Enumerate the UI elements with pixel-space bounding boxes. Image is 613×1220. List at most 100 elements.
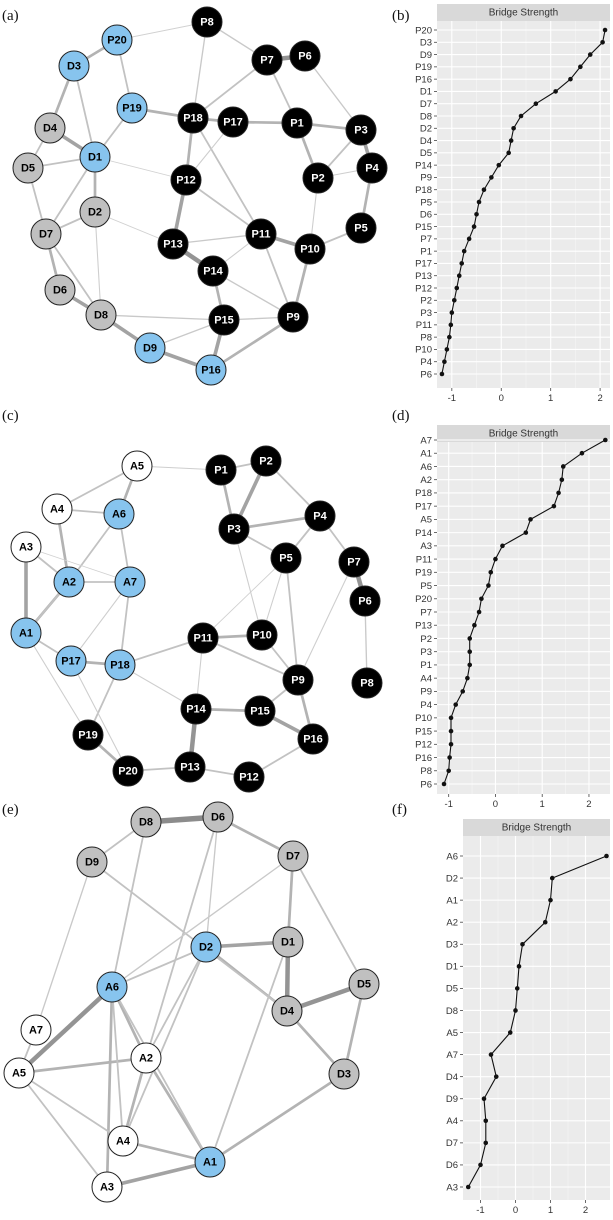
node-label-D3: D3 (337, 1069, 351, 1081)
edge-D7-D5 (292, 855, 365, 985)
data-point-f-D6 (478, 1162, 483, 1168)
node-label-A7: A7 (123, 577, 137, 589)
node-circle-P4 (356, 152, 388, 184)
node-label-A5: A5 (130, 461, 144, 473)
tick-label-x-d: -1 (444, 799, 452, 810)
node-P2: P2 (302, 162, 334, 194)
edge-A6-A1 (111, 986, 211, 1163)
category-label-f-A4: A4 (446, 1116, 458, 1127)
data-point-b-P2 (452, 297, 457, 303)
node-P1: P1 (281, 107, 313, 139)
edge-A1-P19 (25, 632, 89, 736)
category-label-f-A1: A1 (446, 895, 458, 906)
node-circle-A7 (114, 566, 146, 598)
category-label-d-A2: A2 (420, 475, 432, 486)
node-P5: P5 (345, 212, 377, 244)
node-A3: A3 (91, 1171, 123, 1203)
category-label-d-P17: P17 (415, 501, 432, 512)
node-D8: D8 (85, 299, 117, 331)
data-point-b-P13 (456, 273, 462, 279)
node-label-P19: P19 (78, 730, 98, 742)
series-line-f (467, 855, 607, 1188)
data-point-b-D8 (518, 113, 524, 119)
edge-P18-P11 (192, 117, 262, 235)
edge-D8-P15 (100, 314, 225, 321)
node-label-P8: P8 (200, 17, 213, 29)
node-circle-P9 (282, 664, 314, 696)
node-circle-A5 (121, 450, 153, 482)
edge-D9-D4 (91, 861, 288, 1012)
node-label-D5: D5 (21, 163, 35, 175)
node-circle-A4 (107, 1125, 139, 1157)
data-point-b-D6 (474, 211, 479, 217)
node-P9: P9 (277, 301, 309, 333)
node-circle-D5 (348, 968, 380, 1000)
node-P3: P3 (345, 114, 377, 146)
node-circle-P14 (180, 693, 212, 725)
category-label-b-P1: P1 (420, 246, 432, 257)
node-P1: P1 (205, 454, 237, 486)
node-label-P7: P7 (260, 55, 273, 67)
node-A2: A2 (53, 566, 85, 598)
node-label-D8: D8 (94, 310, 108, 322)
node-circle-P15 (208, 304, 240, 336)
category-label-b-D1: D1 (420, 87, 432, 98)
category-label-d-A6: A6 (420, 462, 432, 473)
edge-P20-P17 (70, 660, 129, 772)
node-label-D4: D4 (280, 1006, 295, 1018)
data-point-f-A5 (507, 1030, 513, 1035)
node-circle-A7 (20, 1014, 52, 1046)
node-circle-P10 (294, 233, 326, 265)
data-point-b-D5 (506, 150, 511, 156)
node-circle-P1 (281, 107, 313, 139)
category-label-d-A7: A7 (420, 435, 432, 446)
category-label-b-D4: D4 (420, 136, 432, 147)
node-label-D3: D3 (67, 61, 81, 73)
node-P4: P4 (304, 500, 336, 532)
data-point-d-P11 (493, 556, 498, 562)
edge-D8-A6 (111, 821, 147, 988)
node-circle-A5 (3, 1057, 35, 1089)
category-label-b-P20: P20 (415, 25, 432, 36)
category-label-d-P11: P11 (416, 554, 432, 565)
node-P17: P17 (217, 106, 249, 138)
edge-P17-A7 (70, 581, 131, 662)
network-a: P20 D3 P8 P7 P6 D4 P19 P18 P17 P1 P3 D5 D1 P2 P4 P12 D2 D… (12, 6, 388, 386)
node-circle-A6 (103, 498, 135, 530)
data-point-b-P11 (448, 322, 454, 328)
node-circle-P13 (174, 751, 206, 783)
node-D5: D5 (12, 152, 44, 184)
node-P9: P9 (282, 664, 314, 696)
bridge-strength-chart-d: Bridge Strength -1 0 1 2 A7 A1 A6 A2 P18 P17 A5 P14 A… (415, 425, 610, 810)
node-D1: D1 (79, 141, 111, 173)
category-label-b-P12: P12 (415, 283, 432, 294)
tick-label-x-b: 0 (499, 393, 504, 404)
edge-P7-P9 (297, 561, 355, 681)
node-A5: A5 (121, 450, 153, 482)
category-label-b-P17: P17 (415, 259, 432, 270)
node-label-P15: P15 (250, 706, 270, 718)
node-label-A5: A5 (12, 1068, 26, 1080)
data-point-f-A7 (488, 1052, 494, 1057)
edge-D7-A6 (111, 855, 294, 988)
category-label-f-D2: D2 (446, 873, 458, 884)
node-label-A3: A3 (19, 542, 33, 554)
node-circle-D7 (277, 840, 309, 872)
category-label-f-D4: D4 (446, 1072, 458, 1083)
node-circle-P6 (289, 40, 321, 72)
category-label-b-D3: D3 (420, 38, 432, 49)
bridge-strength-chart-f: Bridge Strength -1 0 1 2 A6 D2 A1 A2 D3 D1 D5 D8 A5 A7… (446, 819, 610, 1216)
data-point-f-D1 (516, 964, 522, 969)
data-point-f-A6 (604, 853, 609, 859)
data-point-b-D2 (511, 125, 516, 131)
category-label-d-A5: A5 (420, 515, 432, 526)
category-label-f-D6: D6 (446, 1160, 458, 1171)
node-label-P10: P10 (300, 244, 320, 256)
node-label-P3: P3 (227, 524, 240, 536)
panel-label-a: (a) (2, 8, 19, 24)
data-point-d-P3 (467, 649, 473, 654)
node-P14: P14 (197, 255, 229, 287)
data-point-d-P15 (448, 728, 454, 734)
node-D7: D7 (30, 218, 62, 250)
